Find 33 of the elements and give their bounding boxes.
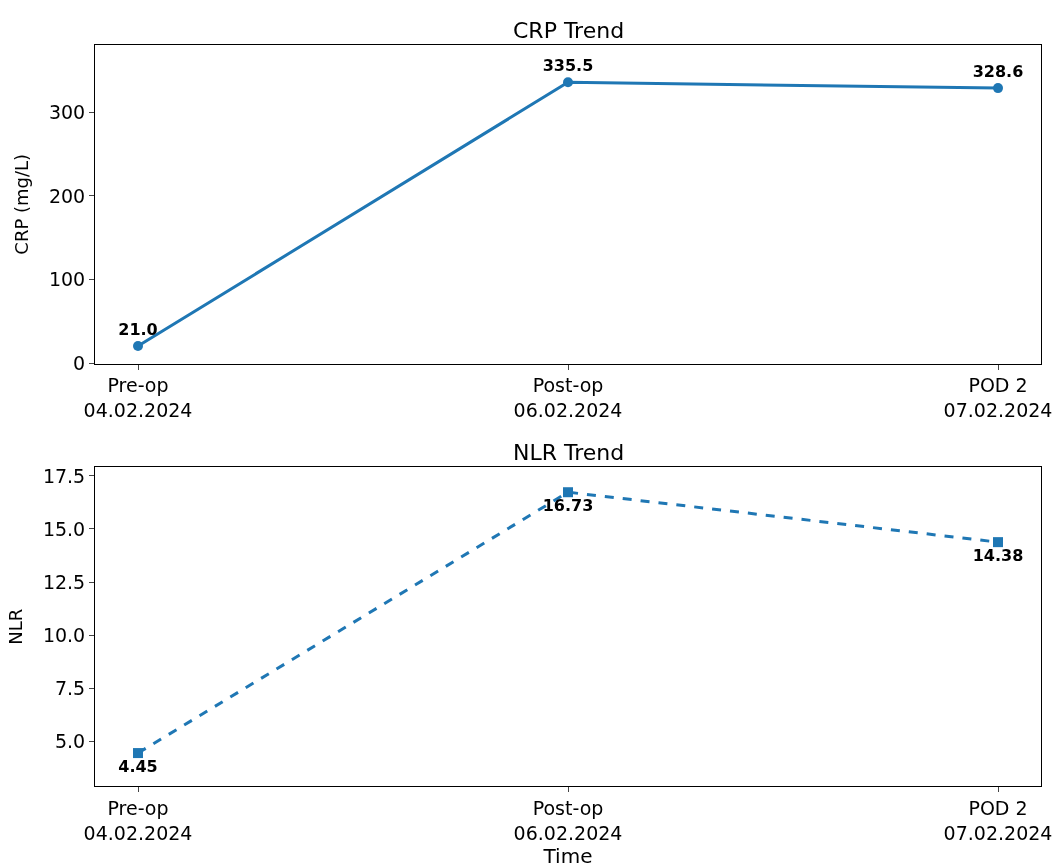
data-label: 14.38: [972, 546, 1024, 566]
x-tick-label: POD 2 07.02.2024: [943, 796, 1053, 844]
y-axis-title: NLR: [5, 608, 27, 645]
y-tick-label: 12.5: [42, 570, 86, 593]
data-label: 21.0: [118, 319, 158, 339]
x-tick-label: Post-op 06.02.2024: [513, 374, 623, 422]
x-tick-label: POD 2 07.02.2024: [943, 374, 1053, 422]
point: [563, 77, 573, 88]
data-label: 335.5: [542, 56, 594, 76]
chart-title: NLR Trend: [513, 440, 625, 465]
y-tick-label: 17.5: [42, 464, 86, 487]
y-tick-label: 0: [73, 352, 86, 375]
data-label: 16.73: [542, 496, 594, 516]
y-tick-label: 100: [48, 268, 86, 291]
point: [993, 83, 1003, 94]
x-tick-label: Post-op 06.02.2024: [513, 796, 623, 844]
point: [993, 537, 1003, 548]
chart-title: CRP Trend: [513, 18, 625, 43]
y-tick-label: 7.5: [54, 676, 86, 699]
x-tick-label: Pre-op 04.02.2024: [83, 374, 193, 422]
point: [133, 341, 143, 352]
point: [133, 748, 143, 759]
y-tick-label: 300: [48, 100, 86, 123]
x-axis-title: Time: [542, 843, 593, 868]
y-tick-label: 200: [48, 184, 86, 207]
y-axis-title: CRP (mg/L): [11, 153, 33, 255]
point: [563, 487, 573, 498]
data-label: 4.45: [118, 757, 158, 777]
x-tick-label: Pre-op 04.02.2024: [83, 796, 193, 844]
data-label: 328.6: [972, 61, 1024, 81]
y-tick-label: 5.0: [54, 730, 86, 753]
y-tick-label: 15.0: [42, 517, 86, 540]
y-tick-label: 10.0: [42, 623, 86, 646]
